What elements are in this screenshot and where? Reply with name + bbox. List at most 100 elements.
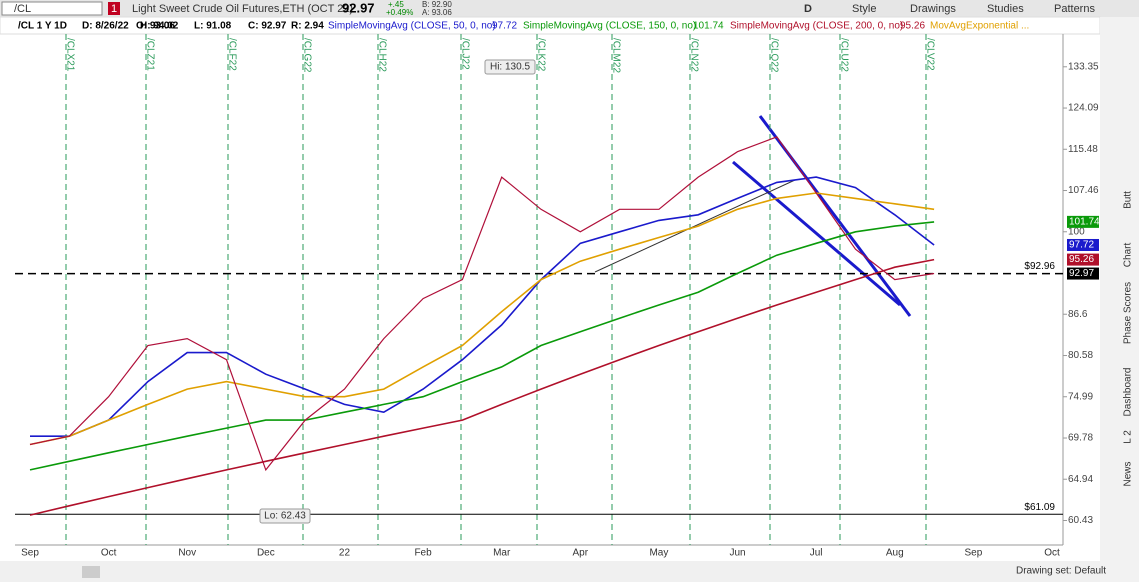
y-tick-label: 80.58 <box>1068 350 1093 361</box>
price-badge-label: 95.26 <box>1069 254 1094 265</box>
contract-label: /CLX21 <box>64 38 75 72</box>
symbol[interactable]: /CL <box>14 3 31 15</box>
style-btn[interactable]: Style <box>852 3 876 15</box>
last-price: 92.97 <box>342 0 375 15</box>
price-badge-label: 97.72 <box>1069 240 1094 251</box>
x-tick-label: Aug <box>886 548 904 559</box>
contract-label: /CLV22 <box>924 38 935 71</box>
drawings-btn[interactable]: Drawings <box>910 3 956 15</box>
sidebar-tab[interactable]: News <box>1123 461 1134 486</box>
change: +.45 <box>388 0 404 9</box>
ma-line <box>29 258 935 516</box>
patterns-btn[interactable]: Patterns <box>1054 3 1095 15</box>
y-tick-label: 124.09 <box>1068 103 1099 114</box>
annotation: Hi: 130.5 <box>490 62 530 73</box>
x-tick-label: Sep <box>964 548 982 559</box>
symbol-box[interactable] <box>1 1 103 16</box>
sidebar-tab[interactable]: Dashboard <box>1123 368 1134 417</box>
contract-label: /CLM22 <box>610 38 621 73</box>
trendline[interactable] <box>732 160 901 307</box>
studies-btn[interactable]: Studies <box>987 3 1024 15</box>
x-tick-label: Jun <box>729 548 745 559</box>
x-tick-label: Apr <box>573 548 589 559</box>
y-tick-label: 133.35 <box>1068 61 1099 72</box>
price-level-label: $61.09 <box>1024 502 1055 513</box>
x-tick-label: Jul <box>810 548 823 559</box>
price-level-label: $92.96 <box>1024 261 1055 272</box>
info: /CL 1 Y 1D D: 8/26/22 O: 93.06H: 94.02 L: 9… <box>18 21 324 32</box>
footer <box>0 561 1100 582</box>
x-tick-label: Oct <box>1044 548 1060 559</box>
legend-value: 101.74 <box>693 21 724 32</box>
legend-entry: SimpleMovingAvg (CLOSE, 150, 0, no) <box>523 21 696 32</box>
sidebar-tab[interactable]: Butt <box>1123 191 1134 209</box>
sidebar-tab[interactable]: Phase Scores <box>1123 282 1134 344</box>
drawing-set[interactable]: Drawing set: Default <box>1016 566 1106 577</box>
toolbar <box>0 0 1139 17</box>
contract-label: /CLH22 <box>376 38 387 72</box>
contract-label: /CLZ21 <box>144 38 155 71</box>
info-field: C: 92.97 <box>248 21 287 32</box>
x-tick-label: Oct <box>101 548 117 559</box>
trendline[interactable] <box>594 179 796 273</box>
y-tick-label: 115.48 <box>1068 144 1098 155</box>
y-tick-label: 86.6 <box>1068 309 1088 320</box>
contract-label: /CLF22 <box>226 38 237 71</box>
scroll-thumb[interactable] <box>82 566 100 578</box>
ma-line <box>29 192 935 446</box>
legend-entry: SimpleMovingAvg (CLOSE, 50, 0, no) <box>328 21 496 32</box>
y-tick-label: 60.43 <box>1068 515 1093 526</box>
info-field: H: 94.02 <box>140 21 179 32</box>
x-tick-label: 22 <box>339 548 351 559</box>
contract-label: /CLQ22 <box>768 38 779 73</box>
legend-entry: SimpleMovingAvg (CLOSE, 200, 0, no) <box>730 21 903 32</box>
info-field: D: 8/26/22 <box>82 21 129 32</box>
y-tick-label: 107.46 <box>1068 185 1099 196</box>
bid: B: 92.90 <box>422 0 452 9</box>
sidebar <box>1100 17 1139 582</box>
contract-label: /CLK22 <box>535 38 546 72</box>
price-badge <box>1067 215 1099 228</box>
sidebar-tab[interactable]: L 2 <box>1123 430 1134 444</box>
price-badge <box>1067 253 1099 266</box>
ma-line <box>29 221 935 471</box>
price-badge-label: 92.97 <box>1069 268 1094 279</box>
ask: A: 93.06 <box>422 8 452 17</box>
annotation-box <box>259 508 311 524</box>
y-tick-label: 100 <box>1068 226 1085 237</box>
y-tick-label: 64.94 <box>1068 474 1093 485</box>
x-tick-label: Dec <box>257 548 275 559</box>
x-tick-label: Sep <box>21 548 39 559</box>
description: Light Sweet Crude Oil Futures,ETH (OCT 2… <box>132 3 353 15</box>
sidebar-tab[interactable]: Chart <box>1123 243 1134 268</box>
legend-value: 95.26 <box>900 21 925 32</box>
change-pct: +0.49% <box>386 8 413 17</box>
legend-value: 97.72 <box>492 21 517 32</box>
info-field: R: 2.94 <box>291 21 324 32</box>
info-field: O: 93.06 <box>136 21 175 32</box>
contract-label: /CLU22 <box>838 38 849 72</box>
price-badge <box>1067 267 1099 280</box>
x-tick-label: Feb <box>414 548 432 559</box>
contract-label: /CLG22 <box>301 38 312 73</box>
annotation: Lo: 62.43 <box>264 511 306 522</box>
annotation-box <box>484 59 536 75</box>
price-badge <box>1067 238 1099 251</box>
price-line <box>29 136 935 472</box>
legend-entry: MovAvgExponential ... <box>930 21 1029 32</box>
x-tick-label: Mar <box>493 548 511 559</box>
x-tick-label: May <box>649 548 668 559</box>
period[interactable]: D <box>804 3 812 15</box>
y-tick-label: 69.78 <box>1068 433 1093 444</box>
y-tick-label: 74.99 <box>1068 391 1093 402</box>
link[interactable]: 1 <box>111 3 117 15</box>
x-tick-label: Nov <box>178 548 196 559</box>
price-badge-label: 101.74 <box>1069 217 1100 228</box>
info-field: L: 91.08 <box>194 21 232 32</box>
link-badge[interactable] <box>108 2 120 15</box>
contract-label: /CLN22 <box>688 38 699 72</box>
contract-label: /CLJ22 <box>459 38 470 70</box>
info-field: /CL 1 Y 1D <box>18 21 67 32</box>
